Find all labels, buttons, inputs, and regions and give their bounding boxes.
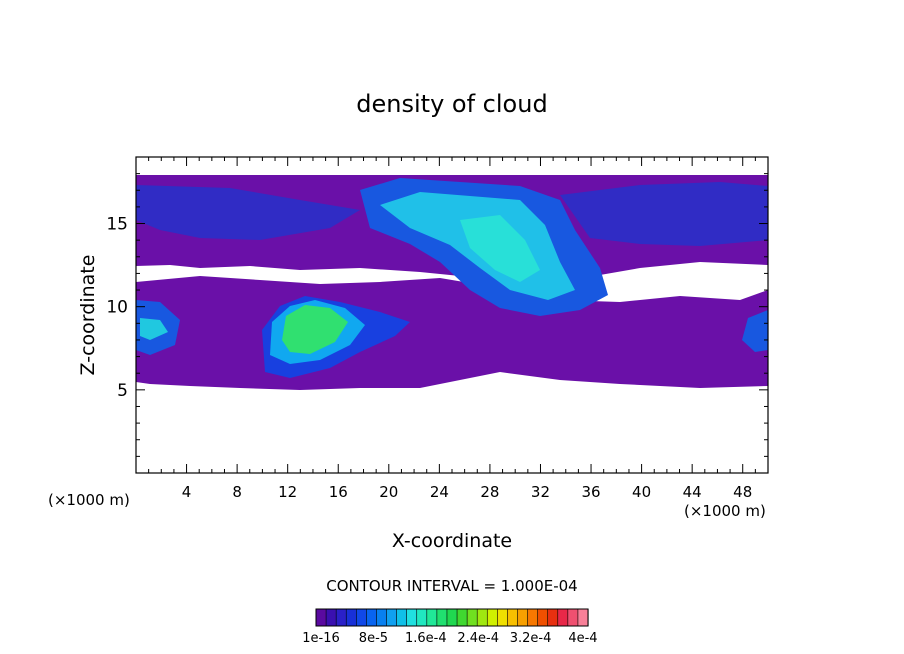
upper-cloud-core bbox=[460, 215, 540, 282]
colorbar-swatch bbox=[547, 608, 559, 627]
upper-blue-layer bbox=[136, 185, 360, 240]
colorbar-swatch bbox=[456, 608, 468, 627]
colorbar-swatch bbox=[376, 608, 388, 627]
colorbar-swatch bbox=[517, 608, 529, 627]
colorbar-swatch bbox=[366, 608, 378, 627]
x-tick-labels: 4 8 12 16 20 24 28 32 36 40 44 48 bbox=[182, 483, 752, 501]
x-tick-label: 40 bbox=[632, 483, 651, 501]
x-tick-label: 16 bbox=[329, 483, 348, 501]
colorbar-swatch bbox=[577, 608, 589, 627]
x-tick-label: 48 bbox=[733, 483, 752, 501]
x-unit-left: (×1000 m) bbox=[48, 491, 130, 509]
colorbar-swatch bbox=[537, 608, 549, 627]
colorbar-swatch bbox=[325, 608, 337, 627]
colorbar-swatch bbox=[355, 608, 367, 627]
colorbar-label: 4e-4 bbox=[568, 631, 597, 646]
colorbar-frame bbox=[315, 608, 589, 627]
colorbar-swatch bbox=[497, 608, 509, 627]
y-axis-label: Z-coordinate bbox=[77, 255, 99, 376]
contour-field bbox=[136, 157, 768, 473]
x-tick-label: 20 bbox=[379, 483, 398, 501]
chart-title: density of cloud bbox=[356, 90, 547, 118]
colorbar-swatch bbox=[345, 608, 357, 627]
colorbar-swatch bbox=[466, 608, 478, 627]
colorbar bbox=[315, 608, 589, 627]
colorbar-swatch bbox=[476, 608, 488, 627]
colorbar-swatch bbox=[567, 608, 579, 627]
x-tick-label: 32 bbox=[531, 483, 550, 501]
x-tick-label: 44 bbox=[683, 483, 702, 501]
colorbar-label: 2.4e-4 bbox=[457, 631, 499, 646]
colorbar-swatch bbox=[406, 608, 418, 627]
colorbar-swatch bbox=[446, 608, 458, 627]
x-tick-label: 36 bbox=[581, 483, 600, 501]
colorbar-swatch bbox=[507, 608, 519, 627]
colorbar-label: 1e-16 bbox=[302, 631, 340, 646]
x-tick-label: 28 bbox=[480, 483, 499, 501]
x-tick-label: 12 bbox=[278, 483, 297, 501]
x-tick-label: 4 bbox=[182, 483, 192, 501]
colorbar-swatch bbox=[315, 608, 327, 627]
colorbar-label: 3.2e-4 bbox=[510, 631, 552, 646]
colorbar-label: 8e-5 bbox=[359, 631, 388, 646]
y-tick-label: 15 bbox=[106, 215, 128, 235]
colorbar-swatch bbox=[557, 608, 569, 627]
colorbar-swatch bbox=[436, 608, 448, 627]
right-edge-cloud bbox=[742, 310, 768, 352]
colorbar-swatch bbox=[335, 608, 347, 627]
colorbar-swatch bbox=[396, 608, 408, 627]
y-tick-labels: 5 10 15 bbox=[106, 215, 128, 401]
colorbar-swatch bbox=[416, 608, 428, 627]
colorbar-swatch bbox=[426, 608, 438, 627]
x-unit-right: (×1000 m) bbox=[684, 502, 766, 520]
colorbar-swatch bbox=[527, 608, 539, 627]
x-tick-label: 8 bbox=[232, 483, 242, 501]
colorbar-swatch bbox=[486, 608, 498, 627]
x-tick-label: 24 bbox=[430, 483, 449, 501]
y-tick-label: 5 bbox=[117, 381, 128, 401]
y-tick-label: 10 bbox=[106, 298, 128, 318]
axis-ticks bbox=[136, 156, 768, 473]
contour-interval: CONTOUR INTERVAL = 1.000E-04 bbox=[326, 577, 577, 595]
colorbar-label: 1.6e-4 bbox=[405, 631, 447, 646]
left-edge-cloud-core bbox=[140, 318, 168, 340]
upper-blue-layer-right bbox=[560, 182, 768, 246]
low-cloud-core bbox=[282, 305, 348, 354]
x-axis-label: X-coordinate bbox=[392, 530, 512, 552]
colorbar-swatch bbox=[386, 608, 398, 627]
colorbar-labels: 1e-16 8e-5 1.6e-4 2.4e-4 3.2e-4 4e-4 bbox=[302, 631, 597, 646]
